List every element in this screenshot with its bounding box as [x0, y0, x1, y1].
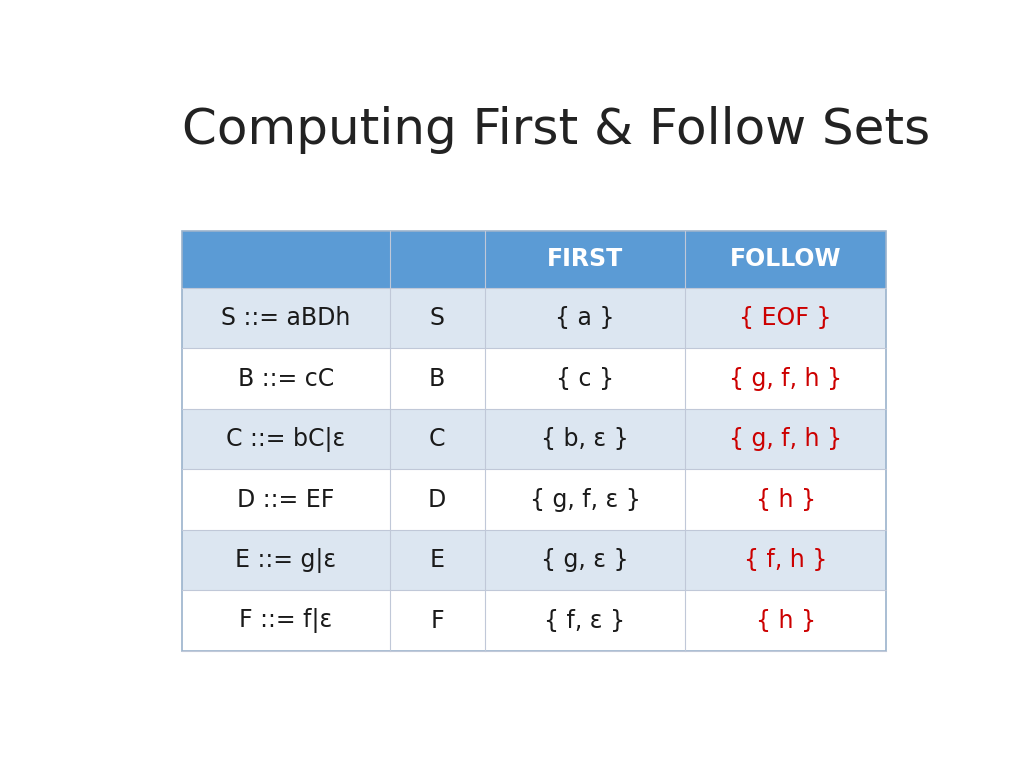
Text: FIRST: FIRST — [547, 247, 623, 271]
Text: { g, ε }: { g, ε } — [541, 548, 629, 572]
Bar — [182, 231, 886, 651]
Bar — [182, 231, 389, 288]
Text: { h }: { h } — [756, 609, 816, 633]
Bar — [484, 231, 685, 288]
Text: { c }: { c } — [556, 366, 614, 391]
Bar — [389, 231, 484, 288]
Text: { g, f, h }: { g, f, h } — [729, 427, 842, 451]
Text: F ::= f|ε: F ::= f|ε — [240, 608, 333, 634]
Text: F: F — [430, 609, 444, 633]
Bar — [182, 591, 886, 651]
Bar — [182, 288, 886, 349]
Text: D: D — [428, 488, 446, 511]
Text: { b, ε }: { b, ε } — [541, 427, 629, 451]
Bar — [182, 349, 886, 409]
Text: C: C — [429, 427, 445, 451]
Text: B ::= cC: B ::= cC — [238, 366, 334, 391]
Text: { a }: { a } — [555, 306, 614, 330]
Bar — [685, 231, 886, 288]
Text: { f, h }: { f, h } — [743, 548, 827, 572]
Text: S ::= aBDh: S ::= aBDh — [221, 306, 350, 330]
Text: Computing First & Follow Sets: Computing First & Follow Sets — [182, 106, 930, 154]
Text: C ::= bC|ε: C ::= bC|ε — [226, 427, 345, 452]
Text: B: B — [429, 366, 445, 391]
Text: { g, f, h }: { g, f, h } — [729, 366, 842, 391]
Text: D ::= EF: D ::= EF — [238, 488, 335, 511]
Text: FOLLOW: FOLLOW — [730, 247, 842, 271]
Text: { EOF }: { EOF } — [739, 306, 831, 330]
Text: E ::= g|ε: E ::= g|ε — [236, 548, 336, 573]
Text: { f, ε }: { f, ε } — [545, 609, 626, 633]
Text: S: S — [430, 306, 444, 330]
Bar — [182, 530, 886, 591]
Bar — [182, 469, 886, 530]
Bar — [182, 409, 886, 469]
Text: E: E — [430, 548, 444, 572]
Text: { h }: { h } — [756, 488, 816, 511]
Text: { g, f, ε }: { g, f, ε } — [529, 488, 640, 511]
